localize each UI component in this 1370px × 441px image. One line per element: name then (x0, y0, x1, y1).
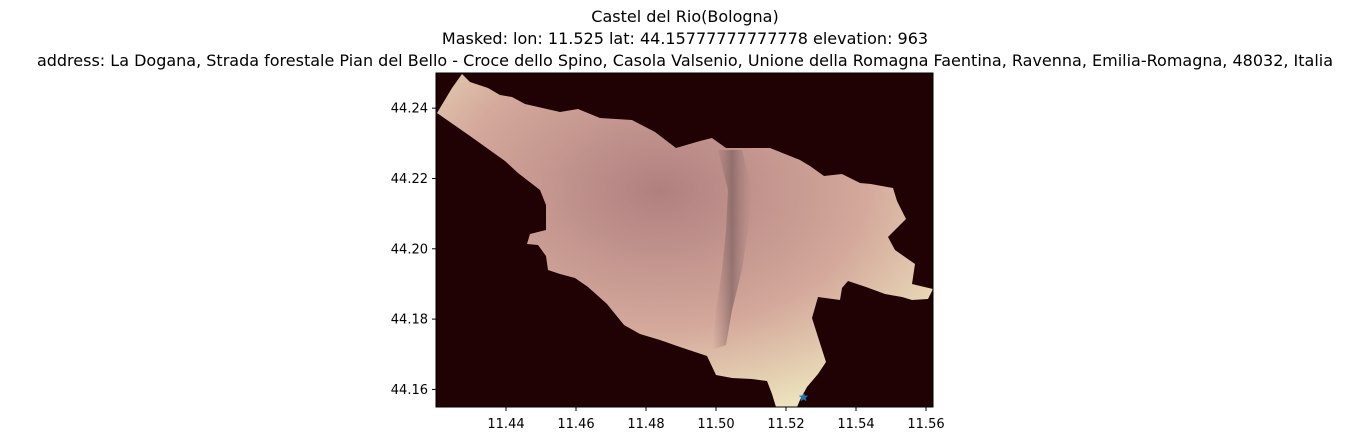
y-tick-label: 44.22 (391, 172, 428, 187)
y-axis: 44.24 44.22 44.20 44.18 44.16 (391, 102, 436, 398)
x-tick-label: 11.46 (557, 417, 594, 432)
location-marker-star-icon (798, 392, 809, 402)
x-tick-label: 11.44 (487, 417, 524, 432)
territory-elevation-shape (437, 74, 933, 407)
y-tick-label: 44.18 (391, 313, 428, 328)
valley-shading (712, 150, 752, 350)
chart-title-block: Castel del Rio(Bologna) Masked: lon: 11.… (0, 6, 1370, 72)
x-tick-label: 11.50 (697, 417, 734, 432)
plot-frame (435, 72, 934, 408)
x-axis: 11.44 11.46 11.48 11.50 11.52 11.54 11.56 (487, 407, 945, 432)
chart-title: Castel del Rio(Bologna) (591, 7, 779, 26)
x-tick-label: 11.48 (627, 417, 664, 432)
x-tick-label: 11.54 (837, 417, 874, 432)
y-tick-label: 44.16 (391, 383, 428, 398)
terrain-region (437, 74, 933, 407)
chart-subtitle-address: address: La Dogana, Strada forestale Pia… (36, 51, 1334, 70)
y-tick-label: 44.24 (391, 102, 428, 117)
x-tick-label: 11.52 (767, 417, 804, 432)
x-tick-label: 11.56 (907, 417, 944, 432)
chart-subtitle-coordinates: Masked: lon: 11.525 lat: 44.157777777777… (441, 29, 929, 48)
y-tick-label: 44.20 (391, 242, 428, 257)
